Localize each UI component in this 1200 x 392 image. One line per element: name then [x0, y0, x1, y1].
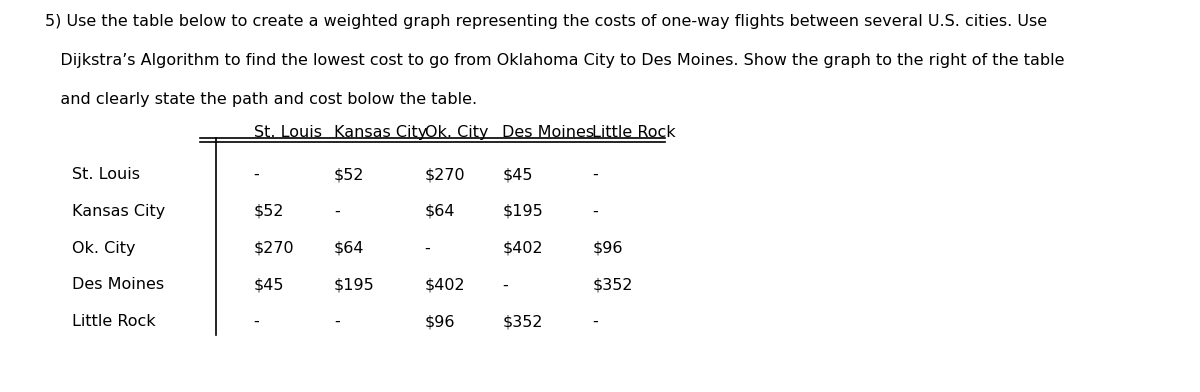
Text: $52: $52 — [334, 167, 365, 182]
Text: $52: $52 — [253, 204, 284, 219]
Text: $96: $96 — [592, 241, 623, 256]
Text: $64: $64 — [425, 204, 455, 219]
Text: St. Louis: St. Louis — [72, 167, 140, 182]
Text: -: - — [253, 167, 259, 182]
Text: -: - — [503, 278, 509, 292]
Text: $270: $270 — [253, 241, 294, 256]
Text: $45: $45 — [503, 167, 533, 182]
Text: -: - — [253, 314, 259, 329]
Text: -: - — [592, 204, 598, 219]
Text: and clearly state the path and cost bolow the table.: and clearly state the path and cost bolo… — [46, 92, 478, 107]
Text: $195: $195 — [334, 278, 374, 292]
Text: $352: $352 — [503, 314, 542, 329]
Text: Ok. City: Ok. City — [72, 241, 136, 256]
Text: -: - — [592, 314, 598, 329]
Text: Kansas City: Kansas City — [72, 204, 166, 219]
Text: -: - — [334, 204, 340, 219]
Text: $352: $352 — [592, 278, 632, 292]
Text: $45: $45 — [253, 278, 284, 292]
Text: Des Moines: Des Moines — [72, 278, 164, 292]
Text: $402: $402 — [503, 241, 544, 256]
Text: $96: $96 — [425, 314, 455, 329]
Text: $402: $402 — [425, 278, 466, 292]
Text: $195: $195 — [503, 204, 544, 219]
Text: Ok. City: Ok. City — [425, 125, 488, 140]
Text: -: - — [592, 167, 598, 182]
Text: $270: $270 — [425, 167, 466, 182]
Text: Kansas City: Kansas City — [334, 125, 427, 140]
Text: -: - — [425, 241, 431, 256]
Text: $64: $64 — [334, 241, 365, 256]
Text: St. Louis: St. Louis — [253, 125, 322, 140]
Text: Little Rock: Little Rock — [592, 125, 676, 140]
Text: Des Moines: Des Moines — [503, 125, 595, 140]
Text: Dijkstra’s Algorithm to find the lowest cost to go from Oklahoma City to Des Moi: Dijkstra’s Algorithm to find the lowest … — [46, 53, 1064, 68]
Text: -: - — [334, 314, 340, 329]
Text: 5) Use the table below to create a weighted graph representing the costs of one-: 5) Use the table below to create a weigh… — [46, 15, 1048, 29]
Text: Little Rock: Little Rock — [72, 314, 156, 329]
